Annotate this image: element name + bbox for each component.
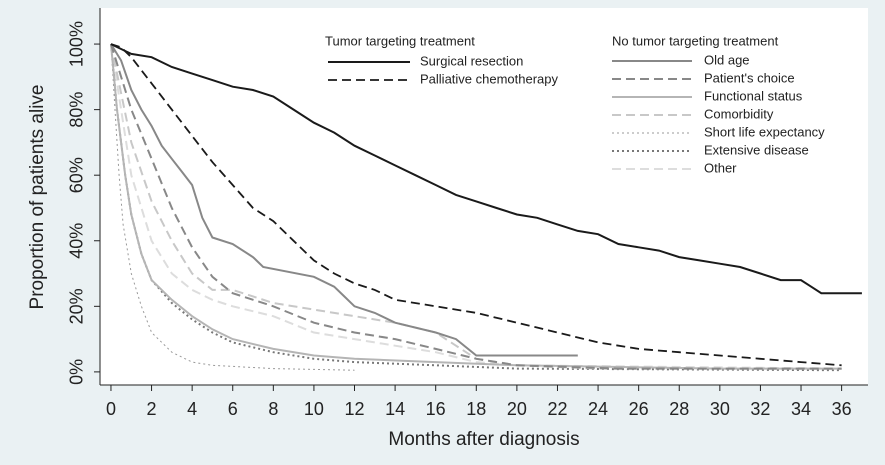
x-tick-label: 12 [344,399,364,419]
x-tick-label: 18 [466,399,486,419]
x-tick-label: 20 [507,399,527,419]
x-tick-label: 2 [147,399,157,419]
y-tick-label: 0% [67,359,87,385]
legend-title: Tumor targeting treatment [325,33,475,48]
legend-label: Other [704,160,737,175]
survival-curve [110,43,842,370]
y-tick-label: 80% [67,92,87,128]
x-tick-label: 14 [385,399,405,419]
legend-label: Old age [704,52,750,67]
y-tick-label: 60% [67,157,87,193]
legend-label: Short life expectancy [704,124,825,139]
x-tick-label: 28 [669,399,689,419]
x-tick-label: 30 [710,399,730,419]
legend-label: Patient's choice [704,70,795,85]
x-tick-label: 36 [832,399,852,419]
survival-curve [110,43,862,295]
survival-curve [110,44,842,370]
x-tick-label: 8 [268,399,278,419]
x-tick-label: 0 [106,399,116,419]
legend-label: Palliative chemotherapy [420,71,559,86]
x-axis-title: Months after diagnosis [388,429,579,450]
x-tick-label: 24 [588,399,608,419]
x-tick-label: 26 [629,399,649,419]
survival-curve [110,44,355,371]
x-tick-label: 4 [187,399,197,419]
x-tick-label: 10 [304,399,324,419]
legend-label: Functional status [704,88,803,103]
survival-curve [110,43,842,370]
survival-curve [110,43,842,367]
y-tick-label: 40% [67,223,87,259]
x-tick-label: 6 [228,399,238,419]
survival-curve [110,43,578,357]
x-tick-label: 16 [426,399,446,419]
x-tick-label: 34 [791,399,811,419]
x-tick-label: 22 [547,399,567,419]
legend-label: Extensive disease [704,142,809,157]
y-tick-label: 20% [67,288,87,324]
legend-label: Comorbidity [704,106,774,121]
y-axis-title: Proportion of patients alive [27,85,48,310]
legend-label: Surgical resection [420,53,523,68]
legend-title: No tumor targeting treatment [612,33,779,48]
y-tick-label: 100% [67,21,87,67]
x-tick-label: 32 [750,399,770,419]
plot-area [100,8,868,385]
